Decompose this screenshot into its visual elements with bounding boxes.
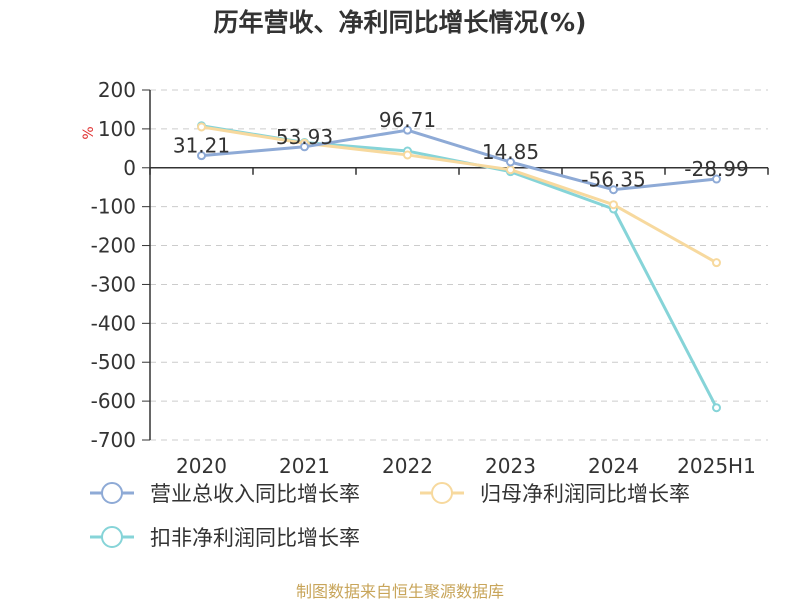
data-point <box>403 125 412 135</box>
data-point <box>403 150 412 160</box>
data-point <box>712 258 721 268</box>
y-tick-label: -300 <box>91 272 136 296</box>
data-point <box>609 200 618 210</box>
legend-label: 归母净利润同比增长率 <box>480 482 690 506</box>
y-tick-label: -700 <box>91 428 136 452</box>
data-point <box>197 122 206 132</box>
y-axis-unit: % <box>81 126 97 139</box>
data-point <box>712 403 721 413</box>
data-label: 14.85 <box>482 140 539 164</box>
series-lines <box>197 121 721 413</box>
y-tick-label: -500 <box>91 350 136 374</box>
y-tick-label: -600 <box>91 389 136 413</box>
y-tick-label: 100 <box>98 117 136 141</box>
legend-label: 扣非净利润同比增长率 <box>150 526 360 550</box>
x-tick-label: 2024 <box>588 454 639 478</box>
y-tick-label: 200 <box>98 78 136 102</box>
data-point <box>300 142 309 152</box>
data-point <box>712 174 721 184</box>
y-tick-label: -200 <box>91 234 136 258</box>
legend-marker <box>431 482 453 504</box>
series-line <box>201 125 718 264</box>
data-point <box>506 165 515 175</box>
source-note: 制图数据来自恒生聚源数据库 <box>295 582 504 601</box>
series-line <box>201 128 717 192</box>
axes: 200 100 0 -100 -200 -300 -400 -500 -600 -700 2020 2… <box>91 78 769 478</box>
x-tick-label: 2022 <box>382 454 433 478</box>
data-point <box>506 157 515 167</box>
legend-label: 营业总收入同比增长率 <box>150 482 360 506</box>
y-tick-label: -100 <box>91 195 136 219</box>
y-tick-label: 0 <box>123 156 136 180</box>
data-label: -56.35 <box>581 168 645 192</box>
y-tick-label: -400 <box>91 311 136 335</box>
legend-marker <box>101 526 123 548</box>
grid-lines <box>150 89 768 441</box>
data-point <box>197 151 206 161</box>
data-label: 31.21 <box>173 134 230 158</box>
x-tick-label: 2023 <box>485 454 536 478</box>
legend-marker <box>101 482 123 504</box>
chart-title: 历年营收、净利同比增长情况(%) <box>214 8 587 37</box>
x-tick-label: 2020 <box>176 454 227 478</box>
data-point <box>609 185 618 195</box>
data-label: 96.71 <box>379 108 436 132</box>
data-label: 53.93 <box>276 125 333 149</box>
x-tick-label: 2021 <box>279 454 330 478</box>
data-label: -28.99 <box>684 157 748 181</box>
data-labels: 31.21 53.93 96.71 14.85 -56.35 -28.99 <box>173 108 749 192</box>
x-tick-label: 2025H1 <box>677 454 756 478</box>
